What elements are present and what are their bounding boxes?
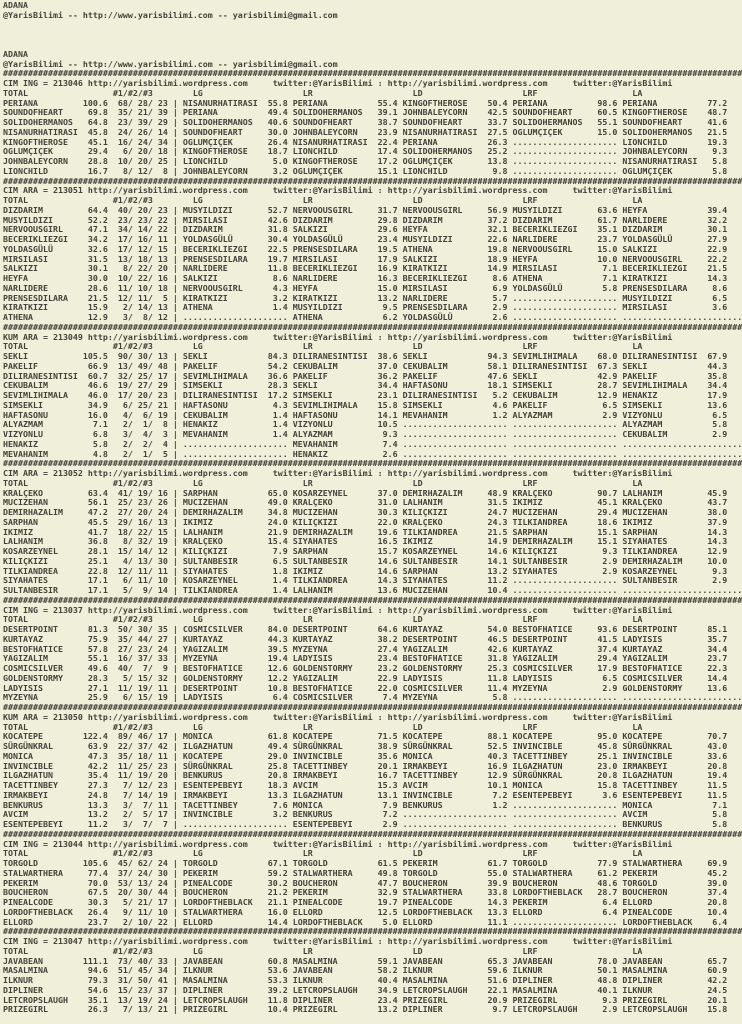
race-block: ########################################… xyxy=(3,702,742,829)
masthead-city: ADANA xyxy=(3,0,28,10)
masthead-contact: @YarisBilimi -- http://www.yarisbilimi.c… xyxy=(3,9,338,20)
masthead-contact-repeat: @YarisBilimi -- http://www.yarisbilimi.c… xyxy=(3,58,338,69)
race-report: ########################################… xyxy=(3,68,742,1015)
masthead-city-repeat: ADANA xyxy=(3,48,28,59)
race-block: ########################################… xyxy=(3,175,742,322)
race-block: ########################################… xyxy=(3,68,742,176)
race-block: ########################################… xyxy=(3,828,742,927)
race-block: ########################################… xyxy=(3,594,742,703)
race-block: ########################################… xyxy=(3,926,742,1015)
race-block: ########################################… xyxy=(3,458,742,595)
masthead: ADANA @YarisBilimi -- http://www.yarisbi… xyxy=(3,0,742,69)
race-block: ########################################… xyxy=(3,321,742,459)
